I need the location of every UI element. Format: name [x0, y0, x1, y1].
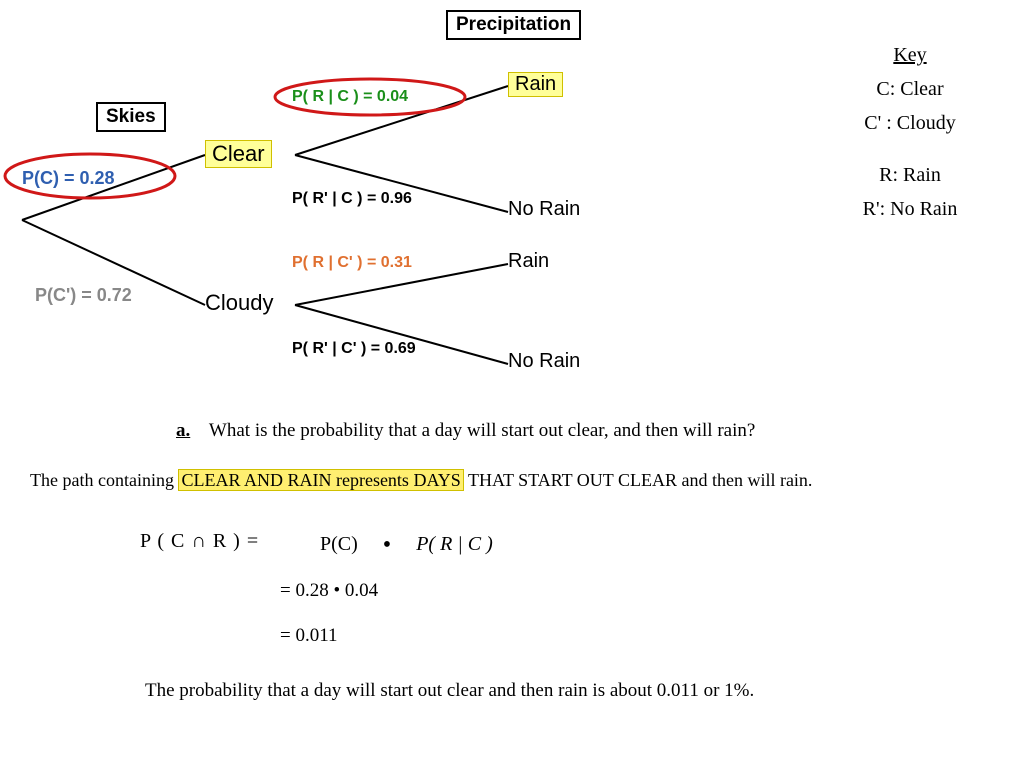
node-norain-1: No Rain: [508, 198, 580, 221]
skies-box: Skies: [96, 102, 166, 132]
key-block: Key C: Clear C' : Cloudy R: Rain R': No …: [830, 38, 990, 226]
calc-pc: P(C): [320, 533, 358, 555]
p-c-label: P(C) = 0.28: [22, 168, 115, 189]
key-item: C: Clear: [830, 72, 990, 106]
explain-prefix: The path containing: [30, 470, 178, 490]
calc-line2: = 0.28 • 0.04: [280, 580, 378, 602]
node-rain-1: Rain: [508, 72, 563, 97]
calc-line1-rhs: P(C) • P( R | C ): [320, 530, 493, 557]
p-cp-label: P(C') = 0.72: [35, 285, 132, 306]
node-norain-2: No Rain: [508, 350, 580, 373]
question-line: a. What is the probability that a day wi…: [176, 420, 755, 442]
explain-highlight: CLEAR AND RAIN represents DAYS: [178, 469, 463, 491]
precipitation-box: Precipitation: [446, 10, 581, 40]
key-title: Key: [830, 38, 990, 72]
calc-prc: P( R | C ): [416, 533, 493, 555]
node-rain-2: Rain: [508, 250, 549, 273]
calc-line1-lhs: P ( C ∩ R ) =: [140, 530, 259, 553]
node-clear: Clear: [205, 140, 272, 168]
explain-suffix: THAT START OUT CLEAR and then will rain.: [464, 470, 813, 490]
node-cloudy: Cloudy: [205, 290, 273, 316]
key-item: R: Rain: [830, 158, 990, 192]
p-r-cp-label: P( R | C' ) = 0.31: [292, 254, 412, 272]
calc-line3: = 0.011: [280, 625, 338, 647]
dot-icon: •: [383, 532, 391, 558]
conclusion: The probability that a day will start ou…: [145, 680, 754, 702]
key-item: R': No Rain: [830, 192, 990, 226]
p-rp-cp-label: P( R' | C' ) = 0.69: [292, 340, 416, 358]
p-r-c-label: P( R | C ) = 0.04: [292, 88, 408, 106]
question-label: a.: [176, 420, 190, 441]
key-item: C' : Cloudy: [830, 106, 990, 140]
p-rp-c-label: P( R' | C ) = 0.96: [292, 190, 412, 208]
question-text: What is the probability that a day will …: [209, 420, 755, 441]
explain-line: The path containing CLEAR AND RAIN repre…: [30, 470, 812, 491]
